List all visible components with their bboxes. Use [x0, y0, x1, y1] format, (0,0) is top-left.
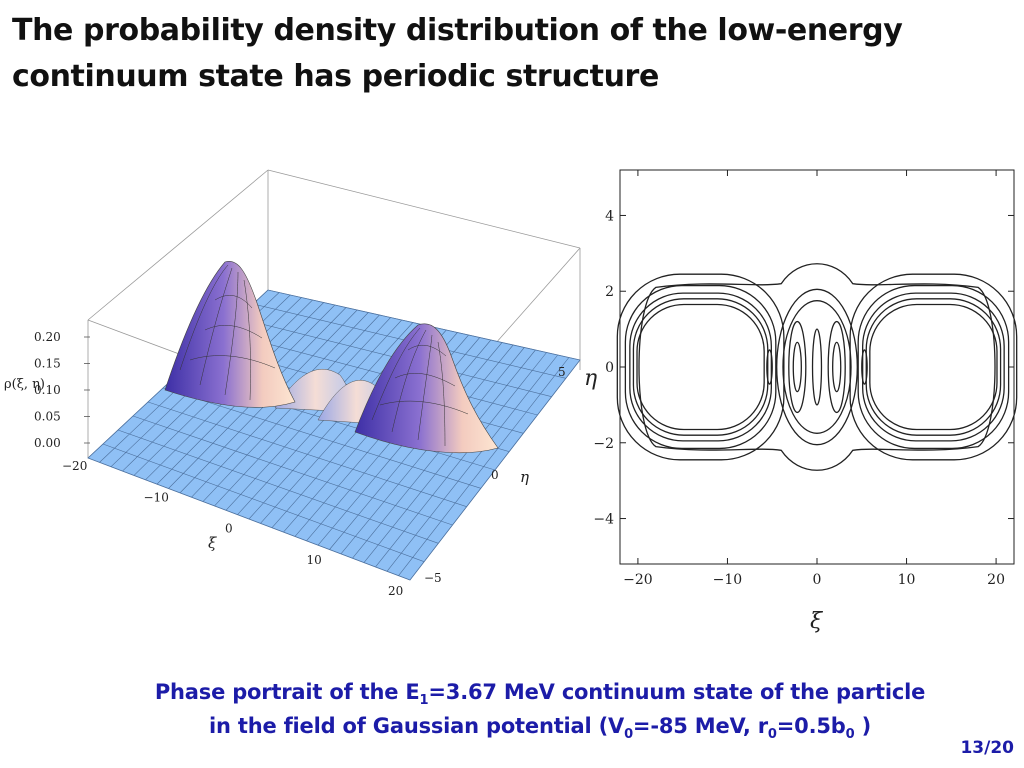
contour-x-tick-label: −10	[713, 572, 743, 588]
contour-left-lobe-ring	[616, 273, 785, 461]
surface-x-ticks: −20 −10 0 10 20	[62, 459, 403, 598]
contour-left-lobe-ring	[636, 303, 765, 431]
surface-y-tick-label: 0	[491, 468, 499, 482]
surface-z-tick-label: 0.20	[34, 330, 61, 344]
surface-z-ticks: 0.20 0.15 0.10 0.05 0.00	[34, 330, 90, 450]
page-number: 13/20	[960, 738, 1014, 758]
surface-x-label: ξ	[208, 534, 217, 552]
slide-title-line-1: The probability density distribution of …	[12, 13, 903, 48]
surface-x-tick-label: 10	[307, 553, 322, 567]
surface-mesh-line	[162, 387, 481, 489]
contour-x-tick-label: −20	[623, 572, 653, 588]
contour-center-ring	[827, 320, 846, 414]
contour-center-ring	[792, 341, 802, 393]
surface-plot: 0.20 0.15 0.10 0.05 0.00 ρ(ξ, η) −20 −10 0 10 20…	[4, 169, 581, 598]
contour-center-ring	[811, 328, 823, 406]
contour-center-ring	[776, 288, 858, 446]
contour-y-ticks: 4 2 0 −2 −4	[593, 208, 1014, 528]
contour-x-tick-label: 10	[898, 572, 916, 588]
contour-plot: −20 −10 0 10 20 420−2−4 ξ η	[584, 169, 1018, 634]
surface-y-tick-label: 5	[558, 365, 566, 379]
contour-center-ring	[766, 349, 773, 385]
contour-y-tick-label: 0	[605, 360, 614, 376]
caption-line-1: Phase portrait of the E1=3.67 MeV contin…	[154, 680, 926, 709]
contour-right-lobe-ring	[862, 292, 1005, 442]
contour-left-lobe-ring	[629, 292, 772, 442]
slide-title-line-2: continuum state has periodic structure	[12, 59, 659, 94]
surface-mesh-line	[132, 415, 453, 526]
contour-frame	[619, 169, 1015, 565]
surface-peak-right	[354, 323, 499, 454]
contour-x-ticks: −20 −10 0 10 20	[623, 170, 1005, 588]
surface-mesh-line	[102, 443, 425, 562]
contour-y-label: η	[584, 366, 597, 391]
surface-x-tick-label: 20	[388, 584, 403, 598]
surface-mesh-line	[147, 401, 467, 507]
contour-center-ring	[861, 349, 868, 385]
surface-peak-left	[164, 261, 296, 408]
surface-z-tick-label: 0.05	[34, 410, 61, 424]
contour-y-tick-label: −4	[593, 512, 614, 528]
slide-title: The probability density distribution of …	[12, 8, 1012, 100]
contour-right-lobe-ring	[849, 273, 1018, 461]
contour-right-lobe-ring	[869, 303, 998, 431]
contour-y-tick-label: 4	[605, 208, 614, 224]
contour-y-tick-label: 2	[605, 284, 614, 300]
surface-peak-left-mesh	[179, 264, 276, 401]
surface-y-label: η	[520, 468, 529, 486]
contour-center-ring	[782, 300, 852, 434]
contour-lines	[616, 263, 1018, 471]
surface-y-tick-label: −5	[424, 571, 442, 585]
contour-x-label: ξ	[810, 609, 824, 634]
surface-z-tick-label: 0.00	[34, 436, 61, 450]
contour-center-ring	[832, 341, 842, 393]
contour-right-lobe-ring	[865, 298, 1002, 436]
caption-line-2: in the field of Gaussian potential (V0=-…	[209, 714, 871, 743]
surface-x-tick-label: −10	[144, 490, 169, 504]
contour-x-tick-label: 20	[987, 572, 1005, 588]
surface-x-tick-label: −20	[62, 459, 87, 473]
surface-mesh-line	[87, 457, 411, 581]
surface-x-tick-label: 0	[225, 522, 233, 536]
figure-caption: Phase portrait of the E1=3.67 MeV contin…	[60, 675, 1020, 743]
surface-z-label: ρ(ξ, η)	[4, 377, 45, 392]
surface-peak-right-mesh	[371, 327, 469, 447]
contour-left-lobe-ring	[632, 298, 769, 436]
contour-x-tick-label: 0	[813, 572, 822, 588]
surface-y-ticks: 5 0 −5	[424, 365, 566, 585]
surface-z-tick-label: 0.10	[34, 383, 61, 397]
surface-mesh-line	[117, 429, 439, 544]
surface-mesh-line	[222, 331, 538, 416]
contour-y-tick-label: −2	[593, 436, 614, 452]
contour-center-ring	[788, 320, 807, 414]
surface-z-tick-label: 0.15	[34, 357, 61, 371]
